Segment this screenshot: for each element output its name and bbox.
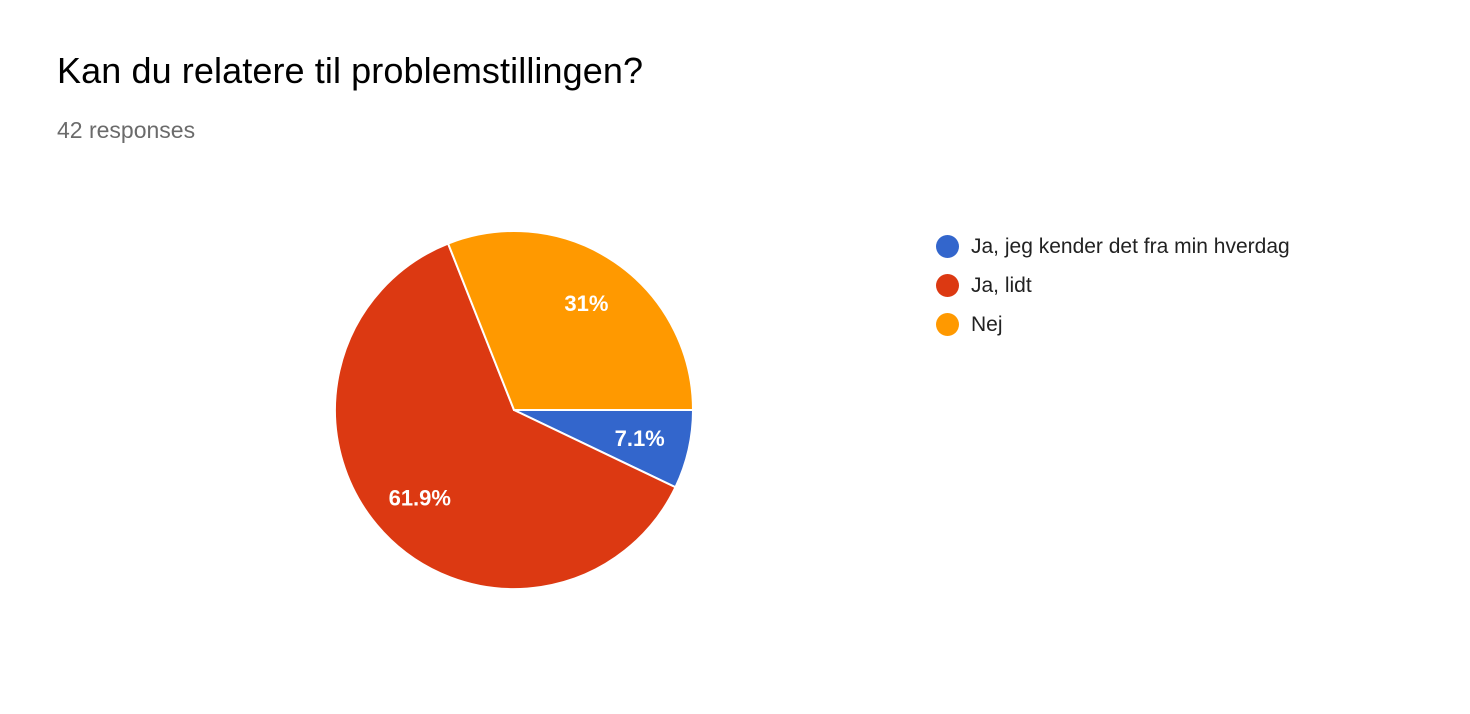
response-count: 42 responses <box>57 117 196 143</box>
pie-slice-nej[interactable] <box>446 230 695 411</box>
legend-item-ja-lidt[interactable]: Ja, lidt <box>936 266 1290 305</box>
chart-legend: Ja, jeg kender det fra min hverdag Ja, li… <box>936 227 1290 344</box>
legend-label: Ja, lidt <box>971 273 1032 297</box>
slice-label-ja-jeg-kender-det-fra-min-hverdag: 7.1% <box>615 426 665 451</box>
legend-label: Ja, jeg kender det fra min hverdag <box>971 234 1290 258</box>
slice-label-nej: 31% <box>564 291 608 316</box>
legend-swatch <box>936 313 959 336</box>
legend-swatch <box>936 274 959 297</box>
legend-swatch <box>936 235 959 258</box>
slice-label-ja-lidt: 61.9% <box>389 485 451 510</box>
legend-label: Nej <box>971 312 1003 336</box>
question-title: Kan du relatere til problemstillingen? <box>57 50 644 91</box>
legend-item-nej[interactable]: Nej <box>936 305 1290 344</box>
pie-slice-ja-lidt[interactable] <box>334 242 677 590</box>
legend-item-ja-jeg-kender-det-fra-min-hverdag[interactable]: Ja, jeg kender det fra min hverdag <box>936 227 1290 266</box>
